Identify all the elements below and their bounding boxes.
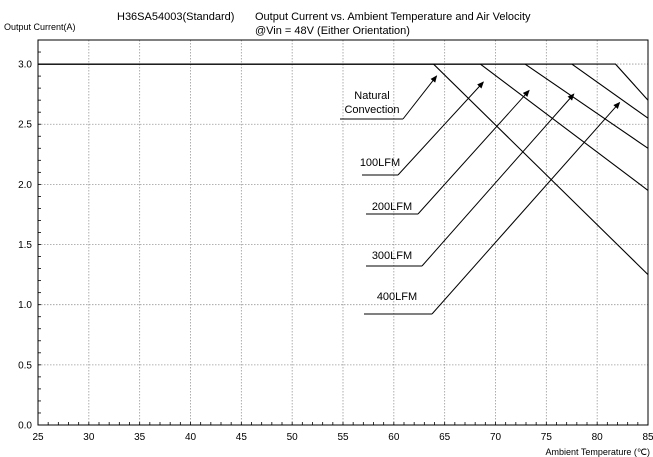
series-line (38, 63, 649, 101)
annotation-label: Natural (354, 90, 389, 102)
chart-title-left: H36SA54003(Standard) (117, 11, 234, 23)
x-tick-label: 60 (388, 432, 400, 443)
y-tick-label: 2.0 (18, 180, 32, 191)
annotation-arrow (397, 81, 484, 176)
annotation-label: 200LFM (372, 201, 412, 213)
axis-ticks: 25 30 35 40 45 50 55 60 65 70 75 80 85 0.0 0.5 1.0 1.5 2.… (18, 39, 653, 443)
grid-lines (38, 40, 648, 425)
x-tick-label: 45 (236, 432, 248, 443)
annotation-label: 300LFM (372, 250, 412, 262)
x-tick-label: 80 (592, 432, 604, 443)
annotation-label: Convection (344, 104, 399, 116)
x-tick-label: 35 (134, 432, 146, 443)
annotation-arrow (402, 75, 438, 120)
y-tick-label: 1.5 (18, 240, 32, 251)
y-tick-label: 2.5 (18, 120, 32, 131)
annotation-label: 100LFM (360, 157, 400, 169)
x-tick-label: 65 (439, 432, 451, 443)
annotation-arrow (431, 101, 621, 315)
x-tick-label: 55 (337, 432, 349, 443)
x-axis-label: Ambient Temperature (℃) (546, 447, 650, 457)
x-tick-label: 70 (490, 432, 502, 443)
y-tick-label: 0.5 (18, 360, 32, 371)
annotation-label: 400LFM (377, 291, 417, 303)
series-lines (38, 63, 649, 275)
y-tick-label: 3.0 (18, 60, 32, 71)
y-axis-label: Output Current(A) (4, 22, 76, 32)
annotation-arrow (421, 93, 575, 267)
y-tick-label: 0.0 (18, 421, 32, 432)
chart-title-right: Output Current vs. Ambient Temperature a… (255, 11, 531, 23)
x-tick-label: 25 (32, 432, 44, 443)
x-tick-label: 30 (83, 432, 95, 443)
x-tick-label: 75 (541, 432, 553, 443)
annotations: Natural Convection 100LFM 200LFM 300LFM 400LF… (340, 75, 621, 315)
y-tick-label: 1.0 (18, 300, 32, 311)
chart-subtitle: @Vin = 48V (Either Orientation) (255, 25, 410, 37)
x-tick-label: 50 (287, 432, 299, 443)
annotation-arrow (417, 89, 530, 215)
x-tick-label: 40 (185, 432, 197, 443)
x-tick-label: 85 (642, 432, 653, 443)
